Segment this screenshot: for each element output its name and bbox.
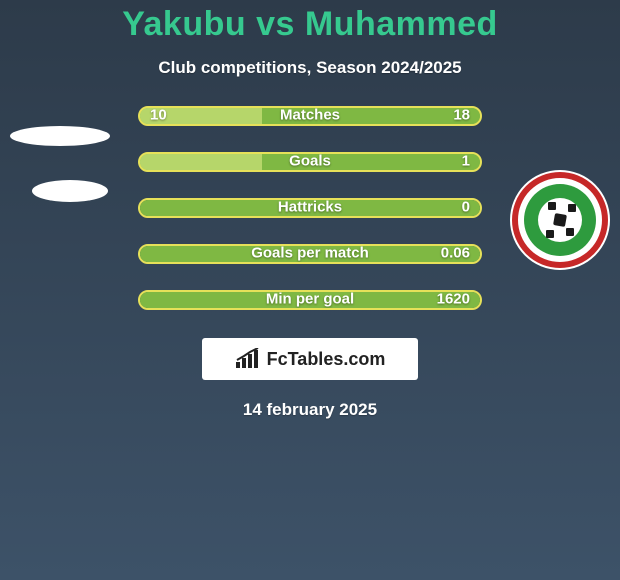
bar-label: Min per goal: [266, 291, 354, 308]
bar-right-value: 1: [462, 153, 470, 170]
stat-bar: Goals per match 0.06: [138, 244, 482, 264]
stat-bar: Matches 10 18: [138, 106, 482, 126]
brand-chart-icon: [235, 348, 261, 370]
bar-right-value: 0.06: [441, 245, 470, 262]
stat-bar: Goals 1: [138, 152, 482, 172]
bar-right-value: 18: [453, 107, 470, 124]
bar-right-value: 0: [462, 199, 470, 216]
stat-bar: Hattricks 0: [138, 198, 482, 218]
date-label: 14 february 2025: [0, 400, 620, 420]
comparison-bars: Matches 10 18 Goals 1 Hattricks 0 Goals per mat…: [138, 106, 482, 310]
bar-label: Hattricks: [278, 199, 342, 216]
bar-left-segment: [140, 154, 262, 170]
page-title: Yakubu vs Muhammed: [0, 5, 620, 44]
brand-badge[interactable]: FcTables.com: [202, 338, 418, 380]
brand-text: FcTables.com: [267, 349, 386, 370]
right-club-badge: [510, 170, 610, 270]
oval-shape: [10, 126, 110, 146]
bar-right-value: 1620: [437, 291, 470, 308]
oval-shape: [32, 180, 108, 202]
bar-label: Matches: [280, 107, 340, 124]
subtitle: Club competitions, Season 2024/2025: [0, 58, 620, 78]
bar-label: Goals per match: [251, 245, 369, 262]
stat-bar: Min per goal 1620: [138, 290, 482, 310]
bar-label: Goals: [289, 153, 331, 170]
bar-left-value: 10: [150, 107, 167, 124]
